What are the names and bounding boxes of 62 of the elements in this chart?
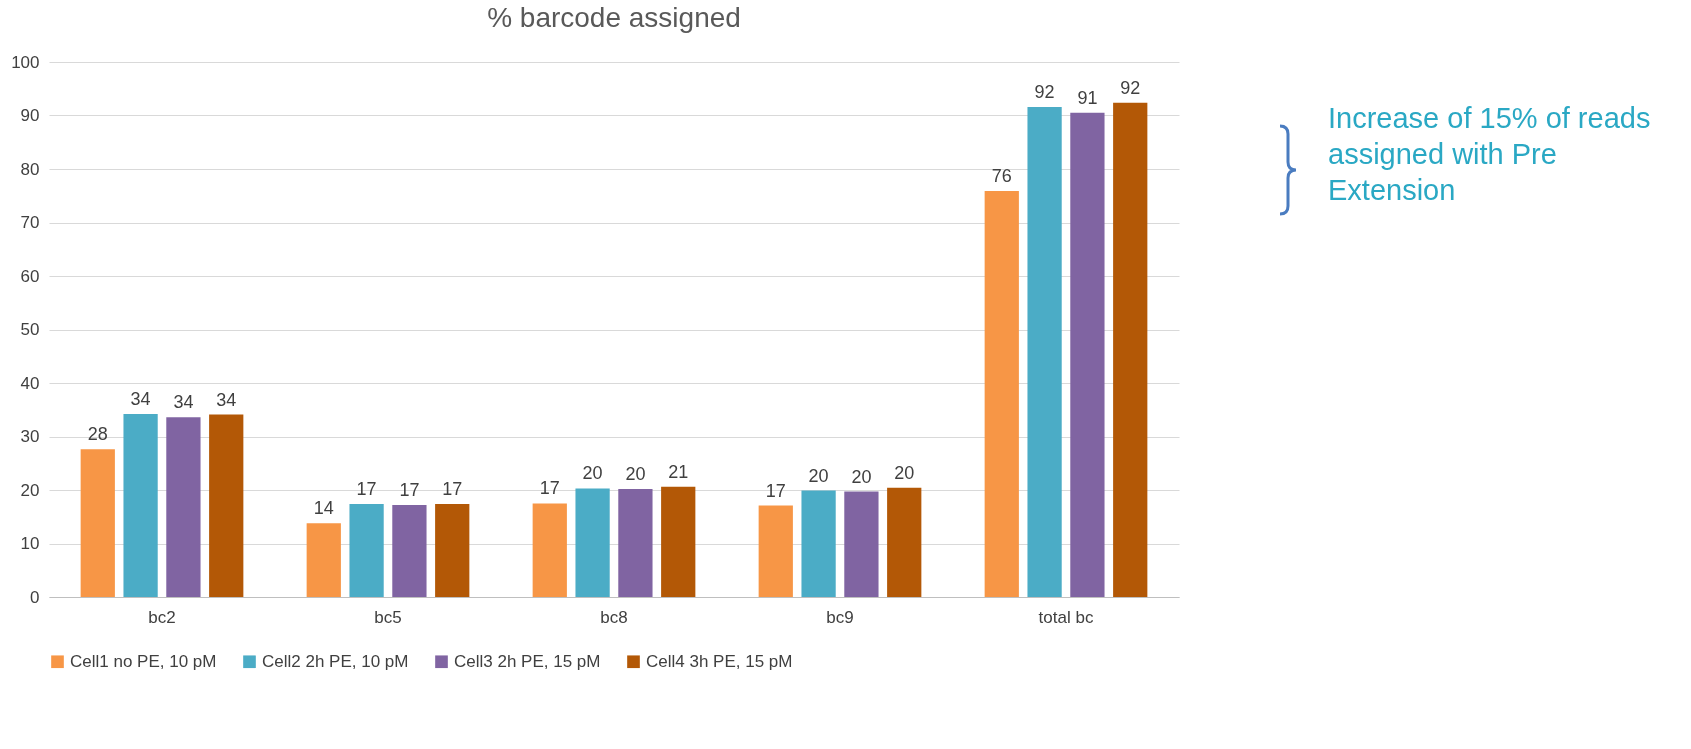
bar [392,504,427,597]
bar [80,449,115,597]
y-tick-label: 100 [11,52,40,72]
bar [575,488,610,597]
y-tick-label: 30 [20,427,40,446]
data-label: 20 [808,465,829,486]
bar [618,488,653,597]
data-label: 28 [87,424,108,445]
data-label: 20 [625,463,646,484]
text: Increase of 15% of reads assigned with Pre Extension [1328,101,1652,208]
chart-title: % barcode assigned [487,2,741,33]
bar [435,503,470,597]
bar [1070,112,1105,597]
data-label: 20 [851,466,872,487]
legend-label: Cell2 2h PE, 10 pM [262,651,409,671]
y-tick-label: 50 [20,320,40,339]
x-tick-label: bc8 [600,607,628,627]
data-label: 20 [894,462,915,483]
x-tick-label: bc9 [826,607,854,627]
data-label: 76 [991,165,1012,186]
bar [123,414,158,597]
data-label: 14 [313,498,334,519]
data-label: 92 [1034,81,1055,102]
bar [887,487,922,597]
data-label: 34 [173,392,194,413]
bar [532,503,567,597]
data-label: 34 [130,389,151,410]
data-label: 17 [765,480,786,501]
bar [209,414,244,597]
y-tick-label: 70 [20,213,40,232]
y-tick-label: 0 [30,587,40,607]
bar [1113,102,1148,597]
y-tick-label: 40 [20,373,40,393]
data-label: 92 [1120,77,1141,98]
y-tick-label: 60 [20,266,40,286]
bar [306,523,341,597]
bar [758,505,793,597]
legend-label: Cell4 3h PE, 15 pM [646,651,793,671]
bar [1027,106,1062,597]
bar [166,417,201,597]
bar [349,503,384,597]
y-tick-label: 80 [20,159,40,179]
data-label: 91 [1077,87,1098,108]
y-tick-label: 90 [20,106,40,125]
bar [661,486,696,597]
data-label: 20 [582,463,603,484]
data-label: 34 [216,389,237,410]
x-tick-label: bc5 [374,607,402,627]
y-tick-label: 20 [20,480,40,500]
bar [844,491,879,597]
bar [984,190,1019,597]
y-tick-label: 10 [20,534,40,553]
bar [801,490,836,597]
x-tick-label: bc2 [148,607,176,627]
legend-label: Cell1 no PE, 10 pM [70,651,217,671]
data-label: 17 [399,479,420,500]
legend-label: Cell3 2h PE, 15 pM [454,651,601,671]
x-tick-label: total bc [1038,607,1094,627]
data-label: 17 [539,478,560,499]
data-label: 21 [668,461,689,482]
data-label: 17 [356,478,377,499]
data-label: 17 [442,478,463,499]
